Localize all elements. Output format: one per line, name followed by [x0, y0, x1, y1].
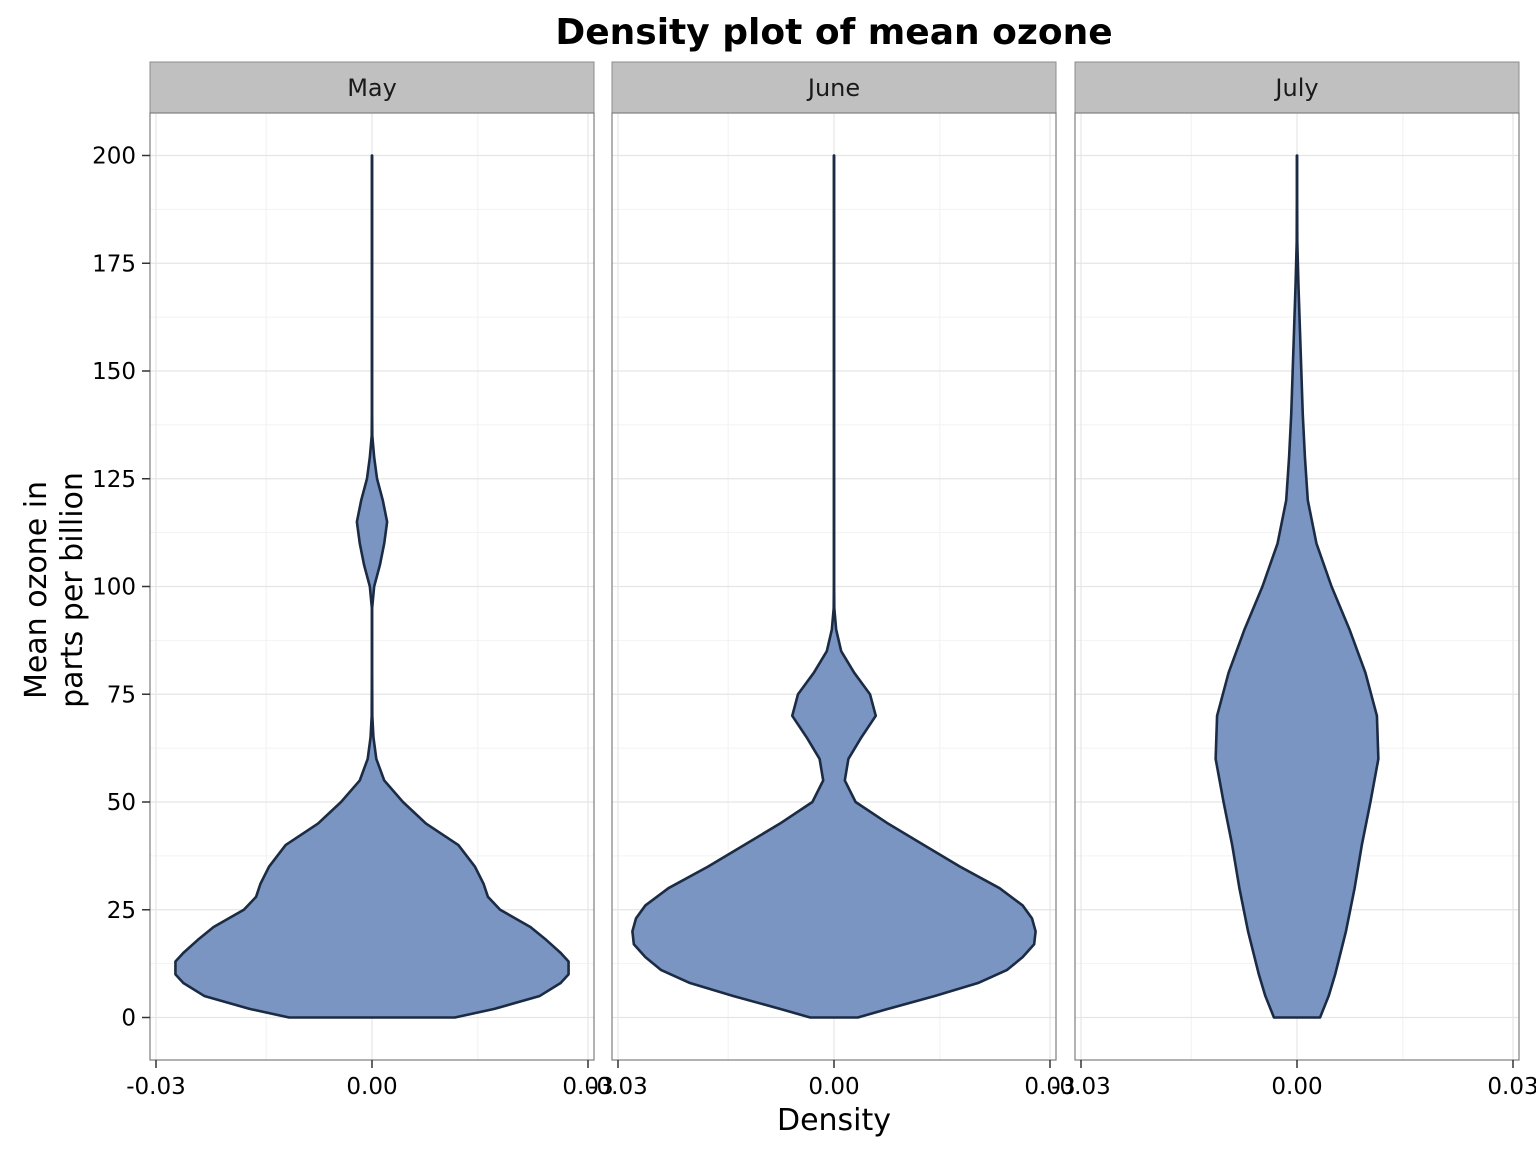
y-tick-label: 50 — [107, 790, 136, 816]
y-axis-title-line-1: Mean ozone in — [19, 481, 54, 699]
x-tick-label: 0.00 — [346, 1074, 397, 1100]
violin-june — [631, 154, 1037, 1019]
y-tick-label: 150 — [92, 359, 136, 385]
y-tick-label: 175 — [92, 251, 136, 277]
strip-june — [611, 61, 1057, 114]
strip-label-may: May — [347, 74, 397, 102]
violin-july — [1214, 154, 1380, 1019]
y-axis: 0 25 50 75 100 125 150 175 200 — [92, 144, 150, 1032]
y-axis-title: Mean ozone in parts per billion — [19, 472, 90, 708]
violin-may — [174, 154, 570, 1019]
x-axis-title: Density — [777, 1103, 891, 1138]
chart-title: Density plot of mean ozone — [555, 12, 1112, 53]
x-tick-label: 0.03 — [1487, 1074, 1536, 1100]
x-tick-label: 0.00 — [808, 1074, 859, 1100]
y-tick-label: 75 — [107, 682, 136, 708]
strip-label-july: July — [1273, 74, 1318, 102]
x-tick-label: 0.03 — [562, 1074, 613, 1100]
facet-panels: May -0.03 0.00 0.03 June -0.03 0.00 0.03 July -0.… — [126, 61, 1536, 1100]
x-tick-label: -0.03 — [588, 1074, 648, 1100]
y-tick-label: 25 — [107, 898, 136, 924]
y-tick-label: 125 — [92, 467, 136, 493]
y-tick-label: 100 — [92, 575, 136, 601]
panel-july: July -0.03 0.00 0.03 — [1051, 61, 1536, 1100]
strip-may — [149, 61, 595, 114]
x-tick-label: 0.00 — [1271, 1074, 1322, 1100]
x-tick-label: -0.03 — [126, 1074, 186, 1100]
y-tick-label: 0 — [121, 1006, 136, 1032]
strip-july — [1074, 61, 1520, 114]
strip-label-june: June — [806, 74, 860, 102]
y-axis-title-line-2: parts per billion — [55, 472, 90, 708]
x-tick-label: -0.03 — [1051, 1074, 1111, 1100]
panel-june: June -0.03 0.00 0.03 — [588, 61, 1076, 1100]
x-tick-label: 0.03 — [1024, 1074, 1075, 1100]
y-tick-label: 200 — [92, 144, 136, 170]
panel-may: May -0.03 0.00 0.03 — [126, 61, 614, 1100]
